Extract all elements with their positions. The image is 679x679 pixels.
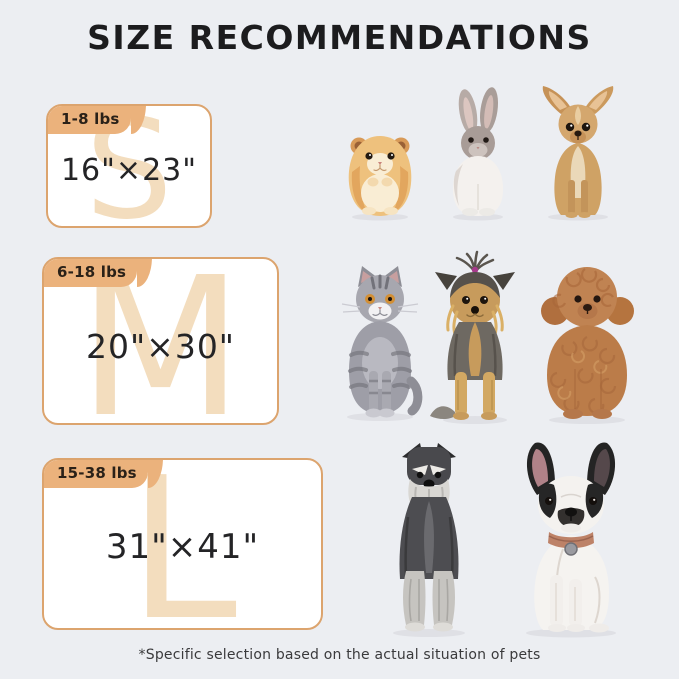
weight-range-badge-small: 1-8 lbs (48, 106, 145, 134)
size-card-large: L 31"×41" 15-38 lbs (42, 458, 323, 630)
poodle-illustration (541, 267, 634, 424)
page-title: SIZE RECOMMENDATIONS (87, 18, 592, 57)
yorkshire-terrier-image (427, 250, 523, 424)
weight-range-badge-medium: 6-18 lbs (44, 259, 153, 287)
schnauzer-illustration (393, 443, 465, 637)
rabbit-illustration (452, 87, 504, 221)
weight-range-badge-large: 15-38 lbs (44, 460, 163, 488)
size-dimensions-large: 31"×41" (105, 527, 260, 567)
hamster-illustration (348, 136, 412, 221)
chihuahua-illustration (542, 86, 614, 221)
schnauzer-image (376, 437, 482, 638)
hamster-image (342, 126, 418, 222)
yorkshire-terrier-illustration (430, 250, 515, 424)
footnote: *Specific selection based on the actual … (138, 647, 541, 663)
french-bulldog-illustration (526, 442, 616, 638)
size-dimensions-medium: 20"×30" (86, 326, 235, 366)
size-dimensions-small: 16"×23" (60, 152, 198, 188)
size-card-small: S 16"×23" 1-8 lbs (46, 104, 212, 228)
poodle-puppy-image (533, 257, 642, 424)
cat-illustration (341, 266, 423, 421)
rabbit-image (443, 86, 513, 222)
french-bulldog-image (503, 437, 639, 638)
cat-image (334, 263, 426, 422)
chihuahua-puppy-image (533, 82, 623, 222)
size-card-medium: M 20"×30" 6-18 lbs (42, 257, 279, 425)
